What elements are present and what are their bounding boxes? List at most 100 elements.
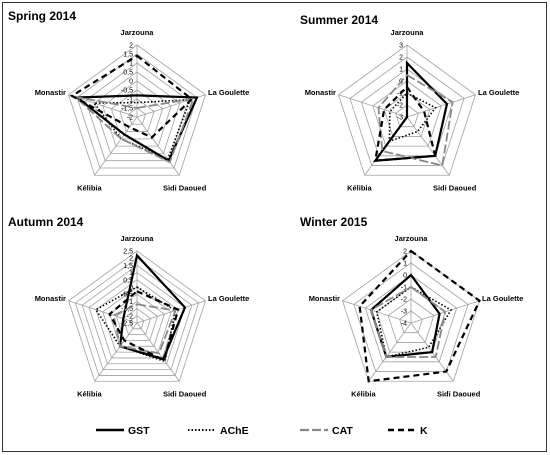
tick-label: 2 <box>403 249 407 256</box>
tick-label: 0 <box>129 285 133 292</box>
series-gst <box>369 273 441 359</box>
tick-label: 2 <box>129 43 133 50</box>
grid-spoke <box>136 300 206 324</box>
axis-label: Jarzouna <box>121 28 155 37</box>
axis-label: La Goulette <box>482 294 523 303</box>
axis-label: Kélibia <box>351 390 376 399</box>
tick-label: 0,5 <box>123 70 133 77</box>
grid-ring <box>364 274 458 363</box>
tick-label: -1 <box>397 91 403 98</box>
series-k <box>373 85 437 162</box>
tick-label: -1 <box>401 285 407 292</box>
chart-title: Winter 2015 <box>300 215 368 229</box>
grid-ring <box>129 315 145 330</box>
axis-label: Sidi Daoued <box>163 184 207 193</box>
tick-label: -2,5 <box>121 321 133 328</box>
axis-label: Sidi Daoued <box>433 184 477 193</box>
grid-spoke <box>368 322 412 382</box>
grid-spoke <box>406 116 450 176</box>
tick-label: -1 <box>127 97 133 104</box>
tick-label: -2 <box>397 103 403 110</box>
legend: GST AChE CAT K <box>96 425 428 437</box>
series-cat <box>112 303 177 355</box>
grid-ring <box>109 293 165 347</box>
tick-label: 0 <box>403 273 407 280</box>
radar-panel-4: Winter 2015 2 1 0 -1 -2 -3 -4 Jarzouna La Goulett… <box>300 215 523 399</box>
tick-label: 2 <box>399 55 403 62</box>
tick-label: -2 <box>127 115 133 122</box>
grid-spoke <box>136 322 180 382</box>
axis-label: La Goulette <box>478 88 519 97</box>
tick-label: -3 <box>397 115 403 122</box>
legend-label-cat: CAT <box>332 425 353 437</box>
tick-label: 2,5 <box>123 249 133 256</box>
grid-ring <box>81 264 193 370</box>
axis-label: Kélibia <box>77 184 102 193</box>
axis-label: Monastir <box>305 88 336 97</box>
tick-label: 1 <box>129 61 133 68</box>
grid-spoke <box>68 300 138 324</box>
grid-ring <box>74 257 200 376</box>
tick-label: -1,5 <box>121 106 133 113</box>
axis-label: La Goulette <box>208 294 249 303</box>
axis-label: Sidi Daoued <box>437 390 481 399</box>
tick-label: -3 <box>401 309 407 316</box>
axis-label: Jarzouna <box>121 234 155 243</box>
tick-label: 0 <box>129 79 133 86</box>
tick-label: 1,5 <box>123 52 133 59</box>
grid-ring <box>399 310 423 334</box>
grid-ring <box>115 300 159 341</box>
chart-title: Autumn 2014 <box>8 215 84 229</box>
series-gst <box>118 253 187 361</box>
grid-ring <box>349 56 465 166</box>
axis-label: Kélibia <box>347 184 372 193</box>
series-ache <box>375 286 453 358</box>
radar-panel-3: Autumn 20142,521,510,50-0,5-1-1,5-2-2,5J… <box>8 215 249 399</box>
tick-label: 1,5 <box>123 263 133 270</box>
grid-ring <box>338 44 476 176</box>
grid-spoke <box>406 94 476 118</box>
grid-ring <box>127 107 147 125</box>
grid-ring <box>353 262 469 372</box>
tick-label: 1 <box>403 261 407 268</box>
grid-ring <box>85 62 189 162</box>
series-ache <box>92 98 192 161</box>
tick-label: -1 <box>127 299 133 306</box>
tick-label: -0,5 <box>121 292 133 299</box>
tick-label: -4 <box>401 321 407 328</box>
grid-ring <box>88 272 186 365</box>
grid-ring <box>122 308 152 336</box>
legend-label-gst: GST <box>128 425 150 437</box>
grid-spoke <box>338 94 408 118</box>
grid-ring <box>372 80 442 147</box>
legend-label-k: K <box>420 425 428 437</box>
grid-ring <box>68 44 206 176</box>
grid-spoke <box>94 322 138 382</box>
series-cat <box>72 95 195 164</box>
axis-label: Monastir <box>35 88 66 97</box>
tick-label: -2 <box>401 297 407 304</box>
series-cat <box>369 285 447 358</box>
tick-label: 1 <box>399 67 403 74</box>
chart-title: Summer 2014 <box>300 13 378 27</box>
tick-label: -0,5 <box>121 88 133 95</box>
series-ache <box>94 286 177 363</box>
grid-ring <box>387 298 435 343</box>
grid-ring <box>76 53 198 169</box>
legend-label-ache: AChE <box>220 425 249 437</box>
tick-label: 1 <box>129 270 133 277</box>
grid-ring <box>110 89 164 140</box>
radar-panel-1: Spring 2014 2 1,5 1 0,5 0 -0,5 -1 -1,5 -2 Jarzouna… <box>8 9 249 193</box>
axis-label: La Goulette <box>208 88 249 97</box>
tick-label: 2 <box>129 256 133 263</box>
grid-ring <box>95 279 179 359</box>
axis-label: Kélibia <box>77 390 102 399</box>
tick-label: -2 <box>127 313 133 320</box>
axis-label: Jarzouna <box>391 28 425 37</box>
grid-spoke <box>136 116 180 176</box>
series-cat <box>377 73 454 167</box>
grid-spoke <box>94 116 138 176</box>
grid-ring <box>395 104 419 128</box>
series-k <box>358 249 481 383</box>
